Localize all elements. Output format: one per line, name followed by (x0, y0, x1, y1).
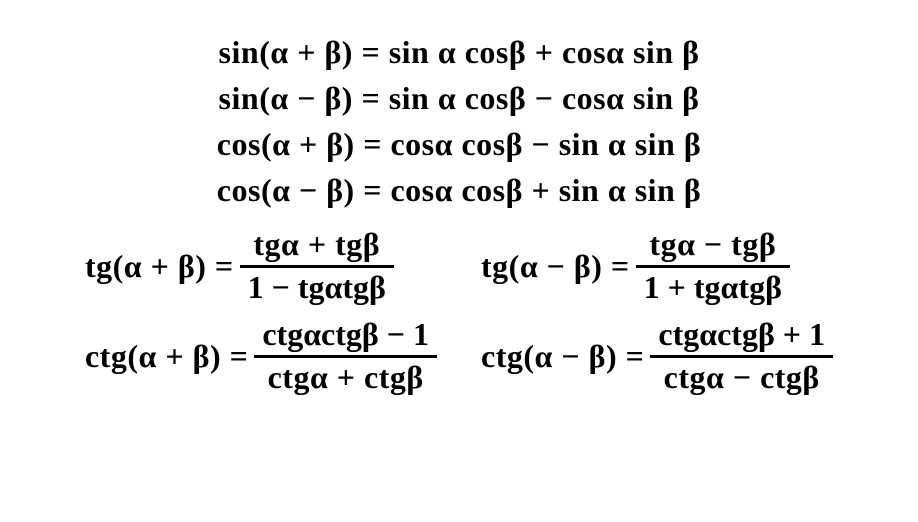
fraction-bar (636, 265, 790, 268)
right-column: tg(α − β) = tgα − tgβ 1 + tgαtgβ ctg(α −… (481, 228, 833, 394)
formula-ctg-diff-lhs: ctg(α − β) = (481, 338, 650, 375)
formula-ctg-diff-fraction: ctgαctgβ + 1 ctgα − ctgβ (650, 318, 833, 394)
formula-tg-diff: tg(α − β) = tgα − tgβ 1 + tgαtgβ (481, 228, 833, 304)
formula-cos-diff: cos(α − β) = cosα cosβ + sin α sin β (0, 174, 918, 206)
fraction-bar (650, 355, 833, 358)
formula-ctg-diff: ctg(α − β) = ctgαctgβ + 1 ctgα − ctgβ (481, 318, 833, 394)
formula-ctg-sum-fraction: ctgαctgβ − 1 ctgα + ctgβ (254, 318, 437, 394)
formula-tg-sum: tg(α + β) = tgα + tgβ 1 − tgαtgβ (85, 228, 437, 304)
formula-ctg-sum: ctg(α + β) = ctgαctgβ − 1 ctgα + ctgβ (85, 318, 437, 394)
formula-ctg-diff-numerator: ctgαctgβ + 1 (650, 318, 833, 352)
formula-ctg-sum-numerator: ctgαctgβ − 1 (254, 318, 437, 352)
formula-cos-sum: cos(α + β) = cosα cosβ − sin α sin β (0, 128, 918, 160)
fraction-bar (254, 355, 437, 358)
fraction-bar (240, 265, 394, 268)
formula-ctg-sum-lhs: ctg(α + β) = (85, 338, 254, 375)
left-column: tg(α + β) = tgα + tgβ 1 − tgαtgβ ctg(α +… (85, 228, 437, 394)
formula-sin-diff: sin(α − β) = sin α cosβ − cosα sin β (0, 82, 918, 114)
sum-difference-sin-cos-block: sin(α + β) = sin α cosβ + cosα sin β sin… (0, 36, 918, 206)
formula-ctg-sum-denominator: ctgα + ctgβ (260, 361, 432, 395)
formula-tg-sum-lhs: tg(α + β) = (85, 248, 240, 285)
formula-sheet: sin(α + β) = sin α cosβ + cosα sin β sin… (0, 0, 918, 522)
formula-tg-sum-numerator: tgα + tgβ (245, 228, 388, 262)
formula-tg-diff-numerator: tgα − tgβ (641, 228, 784, 262)
formula-ctg-diff-denominator: ctgα − ctgβ (656, 361, 828, 395)
formula-tg-diff-lhs: tg(α − β) = (481, 248, 636, 285)
formula-tg-diff-denominator: 1 + tgαtgβ (636, 271, 790, 305)
sum-difference-tg-ctg-block: tg(α + β) = tgα + tgβ 1 − tgαtgβ ctg(α +… (0, 228, 918, 394)
formula-sin-sum: sin(α + β) = sin α cosβ + cosα sin β (0, 36, 918, 68)
formula-tg-diff-fraction: tgα − tgβ 1 + tgαtgβ (636, 228, 790, 304)
formula-tg-sum-fraction: tgα + tgβ 1 − tgαtgβ (240, 228, 394, 304)
formula-tg-sum-denominator: 1 − tgαtgβ (240, 271, 394, 305)
